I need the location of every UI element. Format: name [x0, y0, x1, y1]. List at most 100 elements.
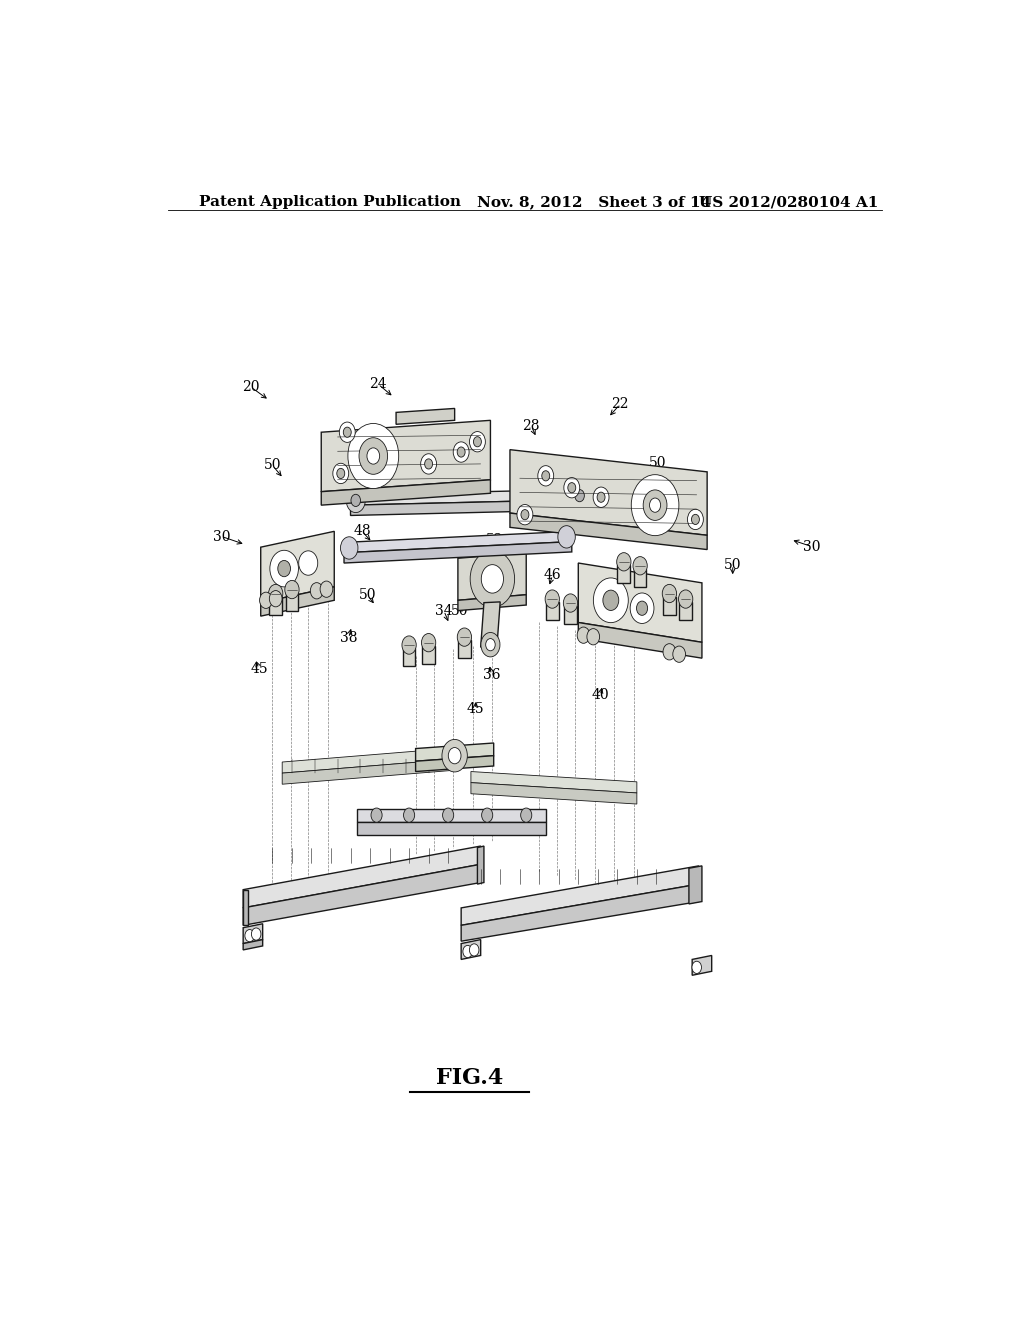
Text: 48: 48 — [353, 524, 371, 539]
Polygon shape — [579, 623, 701, 659]
Polygon shape — [322, 479, 490, 506]
Text: 50: 50 — [512, 510, 529, 523]
Text: 50: 50 — [565, 510, 583, 523]
Circle shape — [570, 483, 589, 508]
Polygon shape — [471, 771, 637, 793]
Polygon shape — [243, 846, 480, 908]
Circle shape — [563, 594, 578, 612]
Circle shape — [310, 582, 323, 599]
Circle shape — [485, 639, 496, 651]
Text: 52: 52 — [486, 532, 504, 546]
Polygon shape — [458, 595, 526, 611]
Polygon shape — [283, 747, 458, 774]
Polygon shape — [461, 884, 698, 941]
Polygon shape — [634, 569, 646, 587]
Circle shape — [673, 645, 685, 663]
Circle shape — [337, 469, 345, 479]
Polygon shape — [402, 648, 416, 667]
Circle shape — [299, 550, 317, 576]
Polygon shape — [269, 597, 282, 615]
Circle shape — [371, 808, 382, 822]
Circle shape — [348, 424, 398, 488]
Circle shape — [517, 504, 532, 525]
Polygon shape — [261, 532, 334, 603]
Circle shape — [442, 739, 467, 772]
Circle shape — [269, 590, 282, 607]
Polygon shape — [243, 890, 248, 925]
Circle shape — [597, 492, 605, 503]
Circle shape — [643, 490, 667, 520]
Circle shape — [692, 961, 701, 973]
Polygon shape — [461, 866, 698, 925]
Polygon shape — [510, 513, 708, 549]
Polygon shape — [350, 490, 585, 506]
Polygon shape — [458, 640, 471, 659]
Circle shape — [422, 634, 436, 652]
Text: US 2012/0280104 A1: US 2012/0280104 A1 — [699, 195, 879, 209]
Text: 36: 36 — [482, 668, 500, 681]
Polygon shape — [261, 587, 334, 616]
Polygon shape — [679, 602, 692, 620]
Circle shape — [339, 422, 355, 442]
Text: 30: 30 — [213, 529, 230, 544]
Circle shape — [593, 578, 629, 623]
Circle shape — [457, 447, 465, 457]
Text: 50: 50 — [359, 589, 377, 602]
Circle shape — [545, 590, 559, 609]
Polygon shape — [283, 759, 458, 784]
Text: 24: 24 — [370, 378, 387, 391]
Circle shape — [425, 459, 432, 469]
Polygon shape — [579, 564, 701, 643]
Circle shape — [469, 944, 479, 956]
Text: Nov. 8, 2012   Sheet 3 of 14: Nov. 8, 2012 Sheet 3 of 14 — [477, 195, 712, 209]
Circle shape — [463, 945, 472, 957]
Text: 46: 46 — [544, 568, 561, 582]
Polygon shape — [510, 450, 708, 536]
Circle shape — [367, 447, 380, 465]
Text: 45: 45 — [250, 661, 267, 676]
Circle shape — [649, 498, 660, 512]
Text: 45: 45 — [467, 702, 484, 717]
Circle shape — [542, 471, 550, 480]
Circle shape — [664, 644, 676, 660]
Circle shape — [568, 483, 575, 492]
Text: 40: 40 — [592, 688, 609, 702]
Polygon shape — [416, 743, 494, 762]
Circle shape — [558, 525, 575, 548]
Polygon shape — [689, 866, 701, 904]
Text: 50: 50 — [264, 458, 282, 473]
Polygon shape — [564, 606, 577, 624]
Circle shape — [679, 590, 693, 609]
Text: 32: 32 — [554, 529, 571, 544]
Circle shape — [587, 628, 600, 645]
Circle shape — [469, 432, 485, 451]
Text: 26: 26 — [449, 457, 466, 470]
Circle shape — [616, 553, 631, 572]
Circle shape — [270, 550, 298, 587]
Polygon shape — [344, 541, 571, 564]
Circle shape — [278, 561, 291, 577]
Circle shape — [245, 929, 254, 941]
Polygon shape — [286, 593, 298, 611]
Circle shape — [268, 585, 283, 603]
Polygon shape — [471, 783, 637, 804]
Circle shape — [637, 601, 647, 615]
Circle shape — [449, 747, 461, 764]
Circle shape — [359, 438, 388, 474]
Polygon shape — [322, 420, 490, 491]
Circle shape — [574, 490, 585, 502]
Polygon shape — [692, 956, 712, 975]
Circle shape — [593, 487, 609, 507]
Polygon shape — [617, 565, 630, 583]
Circle shape — [631, 475, 679, 536]
Text: FIG.4: FIG.4 — [435, 1068, 503, 1089]
Text: 22: 22 — [611, 397, 629, 412]
Polygon shape — [396, 408, 455, 424]
Text: 34: 34 — [435, 603, 453, 618]
Circle shape — [564, 478, 580, 498]
Circle shape — [603, 590, 618, 610]
Text: 28: 28 — [522, 418, 540, 433]
Circle shape — [578, 627, 590, 643]
Text: 50: 50 — [724, 558, 741, 572]
Circle shape — [259, 593, 272, 609]
